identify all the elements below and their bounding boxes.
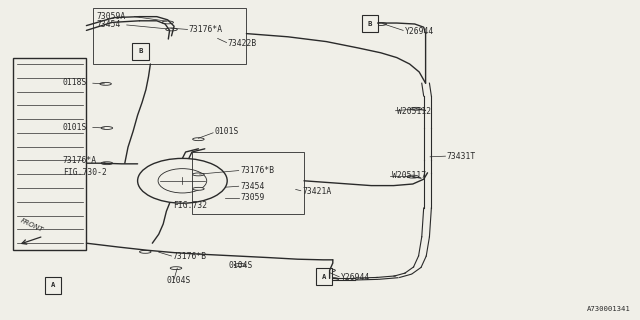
Ellipse shape <box>327 277 339 280</box>
Text: 0104S: 0104S <box>228 261 253 270</box>
Text: W205112: W205112 <box>397 107 431 116</box>
Bar <box>93 8 246 64</box>
Text: Y26944: Y26944 <box>340 273 370 282</box>
Bar <box>13 58 86 250</box>
Text: W205117: W205117 <box>392 172 426 180</box>
Text: B: B <box>368 21 372 27</box>
Text: B: B <box>139 48 143 54</box>
Ellipse shape <box>100 82 111 85</box>
Text: 0118S: 0118S <box>63 78 87 87</box>
Bar <box>192 152 304 214</box>
Text: 0104S: 0104S <box>166 276 191 285</box>
Text: 73422B: 73422B <box>228 39 257 48</box>
Text: 73176*B: 73176*B <box>173 252 207 261</box>
Text: 0101S: 0101S <box>214 127 239 136</box>
Text: 73059A: 73059A <box>96 12 125 21</box>
Ellipse shape <box>375 22 387 25</box>
Text: 73176*A: 73176*A <box>189 25 223 34</box>
Text: 73176*A: 73176*A <box>63 156 97 165</box>
Ellipse shape <box>101 162 113 164</box>
Text: 73176*B: 73176*B <box>240 166 274 175</box>
Ellipse shape <box>407 175 419 178</box>
FancyBboxPatch shape <box>362 15 378 32</box>
Ellipse shape <box>193 138 204 141</box>
Text: A: A <box>51 283 55 288</box>
Text: FIG.732: FIG.732 <box>173 201 207 210</box>
Ellipse shape <box>140 250 151 253</box>
FancyBboxPatch shape <box>316 268 332 285</box>
Text: 0101S: 0101S <box>63 123 87 132</box>
Text: 73431T: 73431T <box>447 152 476 161</box>
Text: FRONT: FRONT <box>20 217 44 233</box>
Text: Y26944: Y26944 <box>404 27 434 36</box>
FancyBboxPatch shape <box>132 43 149 60</box>
FancyBboxPatch shape <box>45 277 61 294</box>
Text: A730001341: A730001341 <box>587 306 630 312</box>
Ellipse shape <box>324 269 335 272</box>
Text: 73421A: 73421A <box>302 187 332 196</box>
Ellipse shape <box>234 264 246 266</box>
Ellipse shape <box>193 188 204 190</box>
Text: 73059: 73059 <box>240 193 264 202</box>
Ellipse shape <box>166 28 177 31</box>
Text: FIG.730-2: FIG.730-2 <box>63 168 107 177</box>
Text: 73454: 73454 <box>240 182 264 191</box>
Text: A: A <box>322 274 326 280</box>
Ellipse shape <box>170 267 182 269</box>
Ellipse shape <box>162 21 173 24</box>
Ellipse shape <box>101 126 113 129</box>
Text: 73454: 73454 <box>96 20 120 29</box>
Ellipse shape <box>410 107 422 110</box>
Ellipse shape <box>193 173 204 176</box>
